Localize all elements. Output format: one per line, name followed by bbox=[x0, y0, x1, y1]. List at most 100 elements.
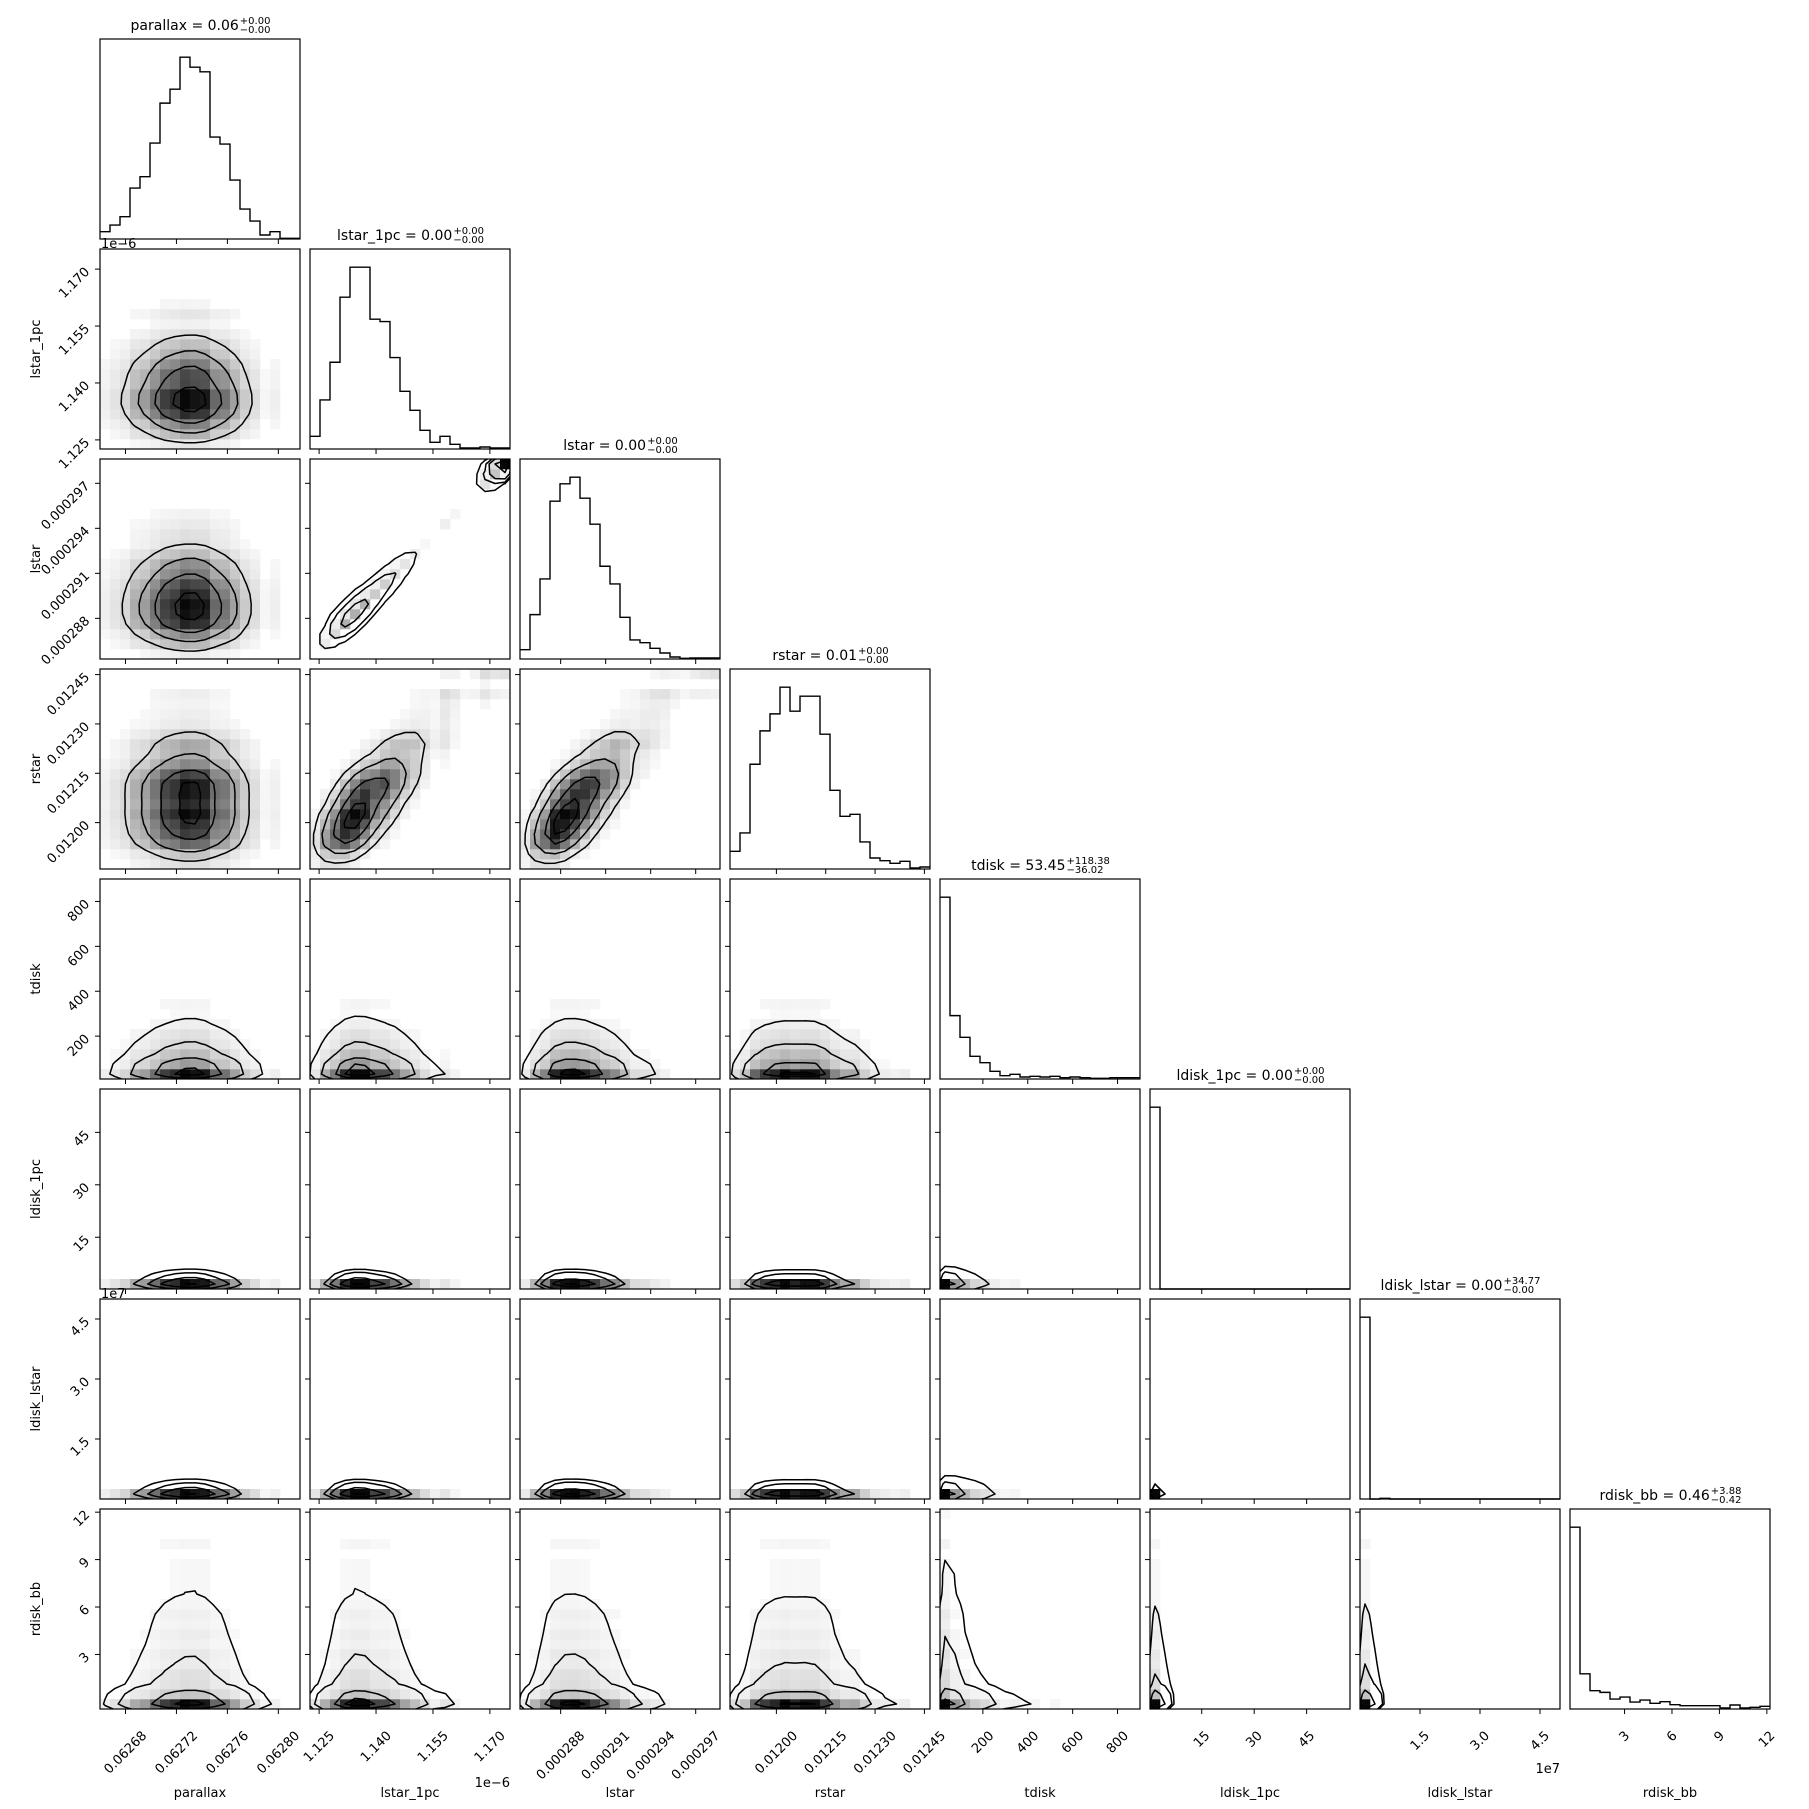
density-cell bbox=[500, 689, 510, 700]
density-cell bbox=[140, 359, 151, 370]
density-cell bbox=[770, 1489, 781, 1499]
density-cell bbox=[350, 779, 361, 790]
density-cell bbox=[160, 839, 171, 850]
density-cell bbox=[740, 1049, 751, 1060]
density-cell bbox=[250, 359, 261, 370]
density-cell bbox=[800, 1059, 811, 1070]
panel-frame bbox=[1569, 1508, 1771, 1710]
density-cell bbox=[180, 649, 191, 659]
density-cell bbox=[560, 789, 571, 800]
panel-parallax-vs-ldisk_1pc bbox=[95, 1088, 301, 1294]
density-cell bbox=[370, 999, 381, 1010]
density-cell bbox=[420, 719, 431, 730]
panel-frame bbox=[939, 1298, 1141, 1500]
density-cell bbox=[230, 819, 241, 830]
density-cell bbox=[780, 1559, 791, 1570]
contour-level-3 bbox=[138, 557, 238, 643]
density-cell bbox=[970, 1689, 981, 1700]
density-cell bbox=[240, 1679, 251, 1690]
density-cell bbox=[380, 1639, 391, 1650]
density-cell bbox=[160, 299, 171, 310]
x-tick-label: 600 bbox=[1059, 1729, 1087, 1757]
density-cell bbox=[410, 769, 421, 780]
panel-rstar-vs-rdisk_bb bbox=[725, 1508, 931, 1714]
density-cell bbox=[440, 1049, 451, 1060]
density-cell bbox=[370, 1669, 381, 1680]
density-cell bbox=[580, 1649, 591, 1660]
density-cell bbox=[140, 1279, 151, 1289]
density-cell bbox=[590, 739, 601, 750]
density-cell bbox=[580, 1629, 591, 1640]
contour-level-4 bbox=[132, 1268, 243, 1289]
x-tick-label: 6 bbox=[1664, 1729, 1680, 1745]
density-cell bbox=[1360, 1579, 1371, 1590]
density-cell bbox=[130, 599, 141, 610]
density-cell bbox=[570, 1049, 581, 1060]
density-cell bbox=[560, 1609, 571, 1620]
density-cell bbox=[120, 359, 131, 370]
density-cell bbox=[130, 1679, 141, 1690]
density-cell bbox=[480, 689, 491, 700]
density-cell bbox=[380, 1689, 391, 1700]
y-tick-label: 0.01215 bbox=[45, 769, 94, 818]
contour-group bbox=[1360, 1603, 1385, 1709]
density-cell bbox=[190, 319, 201, 330]
density-cell bbox=[130, 829, 141, 840]
density-cell bbox=[230, 769, 241, 780]
density-cell bbox=[370, 1049, 381, 1060]
density-cell bbox=[230, 849, 241, 860]
panel-lstar_1pc-vs-lstar bbox=[305, 458, 511, 664]
density-cell bbox=[270, 769, 281, 780]
density-cell bbox=[210, 1039, 221, 1050]
panel-frame bbox=[99, 1508, 301, 1710]
density-cell bbox=[180, 599, 191, 610]
density-cell bbox=[100, 389, 111, 400]
density-cell bbox=[870, 1489, 881, 1499]
density-cell bbox=[570, 1609, 581, 1620]
panel-frame bbox=[99, 878, 301, 1080]
contour-level-3 bbox=[540, 1481, 616, 1499]
x-tick-label: 0.06272 bbox=[152, 1729, 201, 1778]
density-cell bbox=[650, 1279, 661, 1289]
density-cell bbox=[530, 829, 541, 840]
density-cell bbox=[620, 769, 631, 780]
x-axis-label-tdisk: tdisk bbox=[1024, 1786, 1056, 1801]
density-cell bbox=[230, 629, 241, 640]
density-cell bbox=[540, 859, 551, 869]
density-cell bbox=[560, 1619, 571, 1630]
contour-level-3 bbox=[321, 757, 407, 855]
density-cell bbox=[900, 1489, 911, 1499]
contour-level-4 bbox=[744, 1478, 856, 1499]
y-tick-label: 45 bbox=[71, 1128, 93, 1150]
panel-parallax-vs-tdisk bbox=[95, 878, 301, 1084]
density-cell bbox=[270, 1489, 281, 1499]
density-cell bbox=[330, 769, 341, 780]
density-cell bbox=[1360, 1559, 1371, 1570]
density-cell bbox=[270, 379, 281, 390]
density-cell bbox=[200, 1689, 211, 1700]
density-cell bbox=[110, 1699, 121, 1709]
density-cell bbox=[1150, 1589, 1161, 1600]
density-cell bbox=[160, 729, 171, 740]
density-cell bbox=[840, 1679, 851, 1690]
density-cell bbox=[130, 619, 141, 630]
density-cell bbox=[590, 1679, 601, 1690]
density-cell bbox=[600, 789, 611, 800]
density-cell bbox=[360, 1689, 371, 1700]
panel-frame bbox=[99, 668, 301, 870]
title-text: rstar = 0.01 bbox=[772, 648, 857, 664]
density-cell bbox=[180, 1029, 191, 1040]
density-cell bbox=[160, 1059, 171, 1070]
density-cell bbox=[260, 1069, 271, 1079]
panel-lstar-vs-ldisk_1pc bbox=[515, 1088, 721, 1294]
density-cell bbox=[200, 329, 211, 340]
density-cell bbox=[160, 1649, 171, 1660]
density-cell bbox=[160, 1069, 171, 1079]
density-cell bbox=[310, 1489, 321, 1499]
density-cell bbox=[490, 469, 501, 480]
density-cell bbox=[170, 1609, 181, 1620]
density-cell bbox=[580, 1279, 591, 1289]
density-cell bbox=[180, 359, 191, 370]
x-tick-label: 0.06276 bbox=[203, 1729, 252, 1778]
density-cell bbox=[220, 1049, 231, 1060]
